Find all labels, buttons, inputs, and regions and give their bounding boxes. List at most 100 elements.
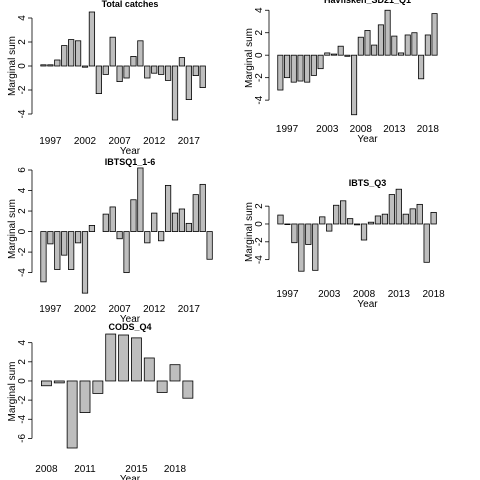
bar <box>137 167 144 232</box>
bar <box>88 225 96 232</box>
y-tick-label: 2 <box>254 30 265 36</box>
x-tick-label: 1997 <box>39 136 62 147</box>
x-tick-label: 2018 <box>423 289 446 300</box>
bar <box>169 364 181 382</box>
bar <box>351 54 358 116</box>
bar <box>131 337 142 382</box>
x-tick-label: 1997 <box>276 124 299 135</box>
bar <box>402 213 409 225</box>
chart-title: CODS_Q4 <box>108 322 151 332</box>
bar <box>47 64 54 67</box>
bar <box>105 333 117 382</box>
y-tick-label: -2 <box>254 73 265 82</box>
bar <box>47 231 54 245</box>
bar <box>164 184 172 232</box>
bar <box>277 54 284 91</box>
bar <box>319 216 326 225</box>
bar <box>364 30 371 56</box>
bar <box>54 59 61 67</box>
bar <box>171 212 179 232</box>
panel-havfisken: Havfisken_SD21_Q1 -4 -2 0 2 4 Marginal sum 1997… <box>244 0 439 145</box>
bar <box>137 40 144 67</box>
bar <box>102 65 109 75</box>
bar <box>158 65 165 75</box>
x-tick-label: 2003 <box>318 289 341 300</box>
bar <box>310 54 317 76</box>
bar <box>377 24 384 56</box>
bar <box>206 231 213 260</box>
y-tick-label: -2 <box>17 85 28 94</box>
bar <box>431 13 438 56</box>
y-tick-label: -2 <box>17 247 28 256</box>
bar <box>312 223 319 271</box>
bar <box>116 231 123 240</box>
y-tick-label: 0 <box>17 63 28 69</box>
y-axis-label: Marginal sum <box>7 36 18 96</box>
bar <box>144 231 151 244</box>
y-tick-label: 0 <box>254 52 265 58</box>
bar <box>395 188 402 225</box>
chart-title: IBTSQ1_1-6 <box>105 157 156 167</box>
bar <box>344 54 351 57</box>
y-tick-label: -4 <box>17 414 28 423</box>
y-axis-label: Marginal sum <box>7 199 18 259</box>
x-tick-label: 2007 <box>108 304 131 315</box>
x-tick-label: 2012 <box>143 136 166 147</box>
bar <box>123 231 130 274</box>
bar <box>305 223 312 245</box>
bar <box>424 34 431 56</box>
bar <box>384 9 391 56</box>
bar <box>353 223 361 226</box>
chart-title: Havfisken_SD21_Q1 <box>324 0 411 5</box>
y-axis-label: Marginal sum <box>244 28 255 88</box>
bar <box>388 194 395 225</box>
x-tick-label: 2008 <box>350 124 373 135</box>
y-tick-label: -4 <box>17 268 28 277</box>
y-tick-label: 0 <box>254 221 265 227</box>
bar <box>357 36 364 56</box>
chart-title: Total catches <box>102 0 159 9</box>
bar <box>143 357 155 382</box>
bar <box>277 214 284 225</box>
bar <box>158 231 165 242</box>
bar <box>74 40 82 67</box>
y-tick-label: 2 <box>17 208 28 214</box>
bar <box>411 32 418 56</box>
bar <box>391 35 398 56</box>
bar <box>297 54 304 82</box>
x-tick-label: 2015 <box>125 464 148 475</box>
bar <box>371 44 378 56</box>
x-tick-label: 2017 <box>178 136 201 147</box>
bar <box>109 206 116 232</box>
bar <box>68 39 75 67</box>
bar <box>53 380 65 384</box>
bar <box>74 231 82 244</box>
bar <box>304 54 311 83</box>
y-tick-label: -2 <box>17 395 28 404</box>
bar <box>284 223 291 225</box>
y-tick-label: -4 <box>17 109 28 118</box>
bar <box>102 213 109 232</box>
bar <box>409 208 416 225</box>
x-tick-label: 2013 <box>383 124 406 135</box>
x-tick-label: 2007 <box>108 136 131 147</box>
bar <box>95 65 102 95</box>
bar <box>178 208 186 232</box>
bar <box>151 65 158 74</box>
x-axis-label: Year <box>357 299 378 310</box>
bar <box>144 65 151 79</box>
bar <box>381 213 389 225</box>
y-tick-label: -2 <box>254 237 265 246</box>
panel-total-catches: Total catches -4 -2 0 2 4 Marginal sum 1997 2002… <box>7 0 206 157</box>
bar <box>298 223 305 272</box>
bar <box>79 380 91 413</box>
bar <box>118 334 129 382</box>
bar <box>404 34 411 56</box>
x-tick-label: 1997 <box>276 289 299 300</box>
x-axis-label: Year <box>120 146 141 157</box>
y-tick-label: 2 <box>17 39 28 45</box>
bar <box>326 223 333 232</box>
bar <box>178 57 186 67</box>
x-tick-label: 2002 <box>74 136 97 147</box>
